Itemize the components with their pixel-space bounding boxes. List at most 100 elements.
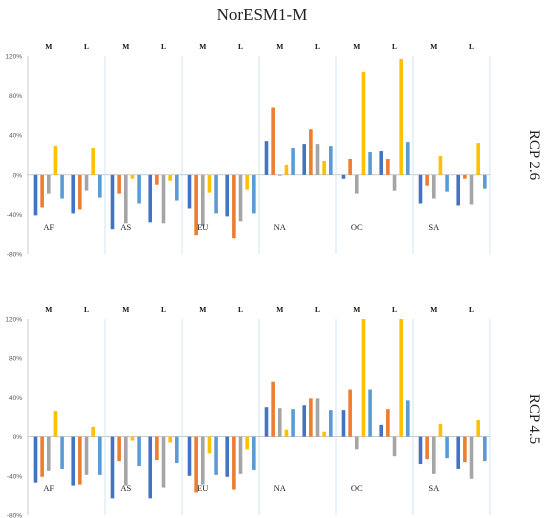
period-label: M — [353, 42, 360, 51]
bar — [302, 144, 307, 175]
bar — [329, 146, 333, 175]
bar — [148, 174, 153, 223]
bar — [168, 436, 172, 443]
period-label: L — [392, 42, 397, 51]
bar — [456, 436, 461, 469]
period-label: L — [392, 305, 397, 314]
region-label: SA — [428, 483, 440, 493]
bar — [322, 431, 326, 437]
bar — [386, 158, 390, 175]
bar — [187, 436, 192, 476]
bar — [161, 174, 166, 224]
bar — [361, 319, 366, 437]
period-label: L — [238, 305, 243, 314]
bar — [60, 436, 64, 469]
bar — [399, 58, 403, 175]
bar — [445, 436, 449, 459]
period-label: L — [161, 305, 166, 314]
region-label: AF — [43, 222, 54, 232]
y-tick-label: 0% — [13, 434, 23, 441]
bar — [368, 152, 372, 175]
bar — [130, 436, 135, 441]
period-label: M — [276, 305, 283, 314]
bar — [291, 148, 295, 175]
bar — [207, 174, 212, 193]
bar — [284, 429, 289, 437]
bar — [245, 436, 249, 450]
bar — [84, 174, 89, 191]
period-label: M — [45, 305, 52, 314]
bar — [245, 174, 249, 190]
bar — [91, 426, 95, 437]
bar — [431, 436, 436, 474]
bar — [225, 174, 230, 217]
bar — [463, 436, 467, 463]
bar — [418, 436, 423, 465]
y-tick-label: 80% — [9, 93, 22, 100]
bar — [341, 410, 346, 437]
chart-panel-rcp26: -80% -40% 0% 40% 80% 120% M L AF M L AS M L EU M L NA M L OC… — [5, 42, 542, 259]
bar — [232, 174, 236, 239]
bar — [33, 174, 38, 216]
bar — [392, 174, 397, 191]
bar — [469, 436, 474, 479]
bar — [123, 174, 128, 224]
region-label: OC — [351, 483, 363, 493]
region-label: NA — [274, 483, 287, 493]
bar — [175, 436, 179, 464]
period-label: M — [353, 305, 360, 314]
bar — [264, 141, 269, 175]
bar — [392, 436, 397, 457]
period-label: M — [45, 42, 52, 51]
bar — [238, 436, 243, 474]
period-label: L — [315, 42, 320, 51]
bar — [309, 398, 313, 437]
figure-title: NorESM1-M — [217, 5, 308, 24]
bar — [354, 436, 359, 450]
region-label: NA — [274, 222, 287, 232]
bar — [386, 409, 390, 437]
period-label: L — [469, 305, 474, 314]
bar — [264, 407, 269, 437]
bar — [238, 174, 243, 222]
bar — [348, 158, 352, 175]
bar — [284, 164, 289, 175]
bar — [155, 436, 159, 461]
y-tick-label: 120% — [5, 54, 22, 61]
region-label: AS — [120, 483, 131, 493]
period-label: M — [122, 42, 129, 51]
bar — [309, 129, 313, 175]
bar — [46, 436, 51, 471]
bar — [348, 389, 352, 437]
bar — [130, 174, 135, 179]
bar — [148, 436, 153, 499]
bar — [469, 174, 474, 205]
bar — [110, 436, 115, 499]
region-label: EU — [197, 222, 208, 232]
region-label: OC — [351, 222, 363, 232]
period-label: L — [315, 305, 320, 314]
period-label: L — [238, 42, 243, 51]
bar — [329, 410, 333, 437]
bar — [425, 436, 429, 460]
bar — [252, 436, 256, 470]
bar — [40, 436, 44, 477]
bar — [271, 107, 275, 175]
bar — [91, 148, 95, 175]
bar — [214, 436, 218, 475]
bar — [60, 174, 64, 199]
bar — [200, 436, 205, 485]
rcp-label-45: RCP 4.5 — [526, 394, 542, 444]
bar — [194, 174, 198, 236]
region-label: EU — [197, 483, 208, 493]
bar — [232, 436, 236, 490]
bar — [53, 146, 58, 175]
bar — [483, 436, 487, 462]
bar — [71, 174, 76, 214]
bar — [271, 381, 275, 437]
bar — [456, 174, 461, 206]
period-label: M — [122, 305, 129, 314]
y-tick-label: -40% — [7, 473, 22, 480]
bar — [438, 423, 443, 437]
y-tick-label: 40% — [9, 395, 22, 402]
